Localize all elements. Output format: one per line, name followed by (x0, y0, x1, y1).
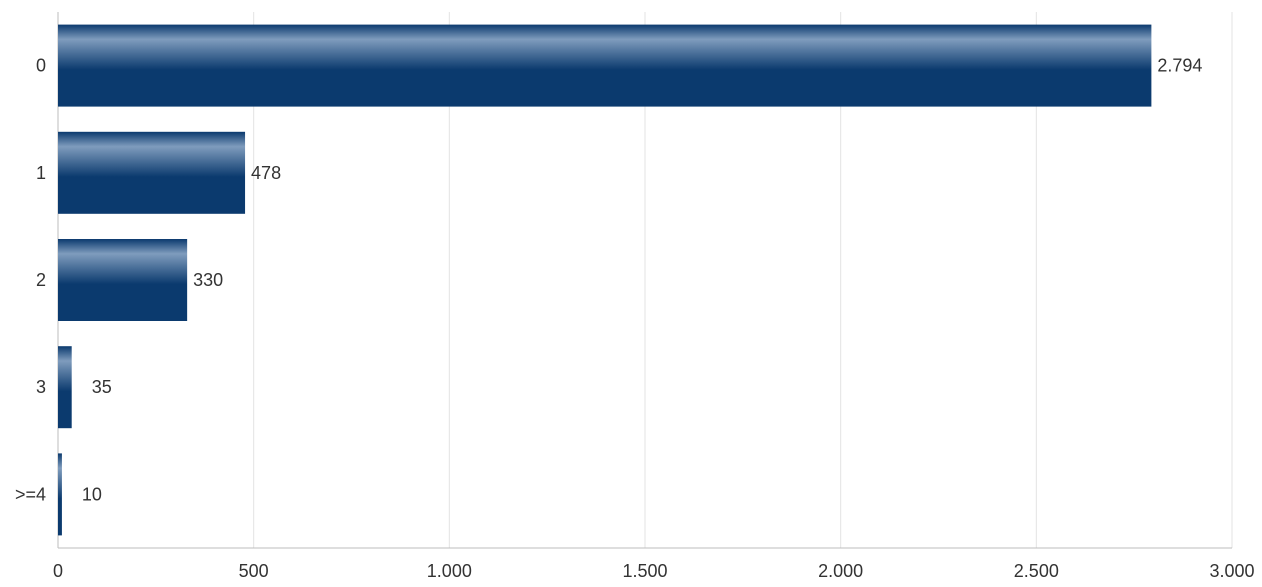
y-tick-label: 1 (36, 163, 46, 183)
bar (58, 453, 62, 536)
y-tick-label: >=4 (15, 484, 46, 504)
data-label: 478 (251, 163, 281, 183)
x-tick-label: 3.000 (1209, 561, 1254, 581)
x-tick-label: 2.500 (1014, 561, 1059, 581)
data-label: 10 (82, 484, 102, 504)
x-tick-label: 1.000 (427, 561, 472, 581)
bars (58, 24, 1152, 536)
x-tick-label: 1.500 (622, 561, 667, 581)
bar (58, 24, 1152, 107)
data-label: 330 (193, 270, 223, 290)
x-tick-label: 500 (239, 561, 269, 581)
y-tick-label: 0 (36, 56, 46, 76)
labels: 0 500 1.000 1.500 2.000 2.500 3.000 0 2.794 1 478 2… (15, 56, 1255, 581)
y-tick-label: 2 (36, 270, 46, 290)
data-label: 35 (92, 377, 112, 397)
data-label: 2.794 (1157, 56, 1202, 76)
bar (58, 239, 188, 321)
bar (58, 346, 72, 429)
y-tick-label: 3 (36, 377, 46, 397)
bar (58, 131, 246, 214)
x-tick-label: 2.000 (818, 561, 863, 581)
x-tick-label: 0 (53, 561, 63, 581)
